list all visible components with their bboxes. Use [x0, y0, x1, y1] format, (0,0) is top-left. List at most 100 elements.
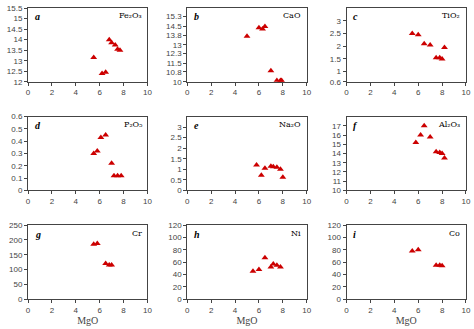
svg-text:0.1: 0.1 [11, 174, 23, 183]
svg-text:1.5: 1.5 [171, 155, 183, 164]
svg-text:10: 10 [173, 78, 182, 87]
svg-text:8: 8 [281, 197, 286, 206]
svg-text:20: 20 [173, 282, 182, 291]
svg-text:TiO₂: TiO₂ [442, 11, 460, 20]
svg-text:0: 0 [185, 197, 190, 206]
svg-text:60: 60 [173, 258, 182, 267]
svg-text:2: 2 [368, 88, 373, 97]
svg-text:15: 15 [332, 140, 341, 149]
svg-text:6: 6 [257, 306, 262, 315]
svg-text:120: 120 [328, 221, 342, 230]
svg-text:CaO: CaO [283, 11, 301, 20]
svg-text:0: 0 [336, 295, 341, 304]
svg-text:4: 4 [233, 197, 238, 206]
svg-text:0: 0 [344, 306, 349, 315]
svg-text:0: 0 [177, 186, 182, 195]
svg-text:40: 40 [173, 270, 182, 279]
svg-text:12.3: 12.3 [166, 49, 182, 58]
svg-text:10: 10 [302, 88, 311, 97]
svg-text:10: 10 [462, 197, 471, 206]
svg-text:h: h [194, 229, 200, 240]
svg-text:13.5: 13.5 [7, 46, 23, 55]
svg-text:4: 4 [392, 197, 397, 206]
svg-text:14.5: 14.5 [166, 22, 182, 31]
svg-text:Cr: Cr [132, 229, 142, 238]
svg-text:2: 2 [209, 88, 214, 97]
svg-text:2.5: 2.5 [330, 29, 342, 38]
svg-text:13: 13 [332, 159, 341, 168]
svg-text:0: 0 [18, 295, 23, 304]
svg-text:12.5: 12.5 [7, 67, 23, 76]
svg-text:0.2: 0.2 [11, 162, 23, 171]
svg-text:8: 8 [440, 306, 445, 315]
svg-text:c: c [353, 11, 358, 22]
svg-text:8: 8 [281, 306, 286, 315]
svg-text:f: f [353, 120, 358, 131]
svg-text:100: 100 [9, 265, 23, 274]
svg-text:6: 6 [257, 88, 262, 97]
svg-text:10: 10 [462, 88, 471, 97]
svg-text:2: 2 [50, 306, 55, 315]
svg-text:2: 2 [177, 144, 182, 153]
svg-text:2: 2 [50, 88, 55, 97]
svg-text:0.6: 0.6 [330, 78, 342, 87]
svg-text:4: 4 [233, 306, 238, 315]
svg-text:15: 15 [13, 14, 22, 23]
svg-text:80: 80 [173, 246, 182, 255]
svg-text:100: 100 [168, 233, 182, 242]
svg-text:2: 2 [209, 197, 214, 206]
svg-text:10: 10 [302, 197, 311, 206]
svg-text:0.4: 0.4 [11, 137, 23, 146]
svg-text:40: 40 [332, 270, 341, 279]
svg-text:10: 10 [302, 306, 311, 315]
svg-text:60: 60 [332, 258, 341, 267]
svg-text:1: 1 [336, 67, 341, 76]
svg-text:12: 12 [332, 168, 341, 177]
svg-text:0.6: 0.6 [11, 112, 23, 121]
svg-text:0: 0 [185, 306, 190, 315]
svg-text:Al₂O₃: Al₂O₃ [438, 120, 460, 129]
svg-text:8: 8 [121, 197, 126, 206]
svg-text:100: 100 [328, 233, 342, 242]
svg-text:4: 4 [74, 197, 79, 206]
svg-text:10: 10 [143, 197, 152, 206]
svg-text:6: 6 [257, 197, 262, 206]
svg-text:11.5: 11.5 [167, 59, 183, 68]
svg-text:2: 2 [368, 306, 373, 315]
svg-text:80: 80 [332, 246, 341, 255]
svg-text:Ni: Ni [291, 229, 301, 238]
svg-text:2: 2 [368, 197, 373, 206]
svg-text:14: 14 [13, 35, 22, 44]
svg-text:200: 200 [9, 236, 23, 245]
svg-text:10.8: 10.8 [166, 68, 182, 77]
svg-text:8: 8 [281, 88, 286, 97]
svg-text:2: 2 [209, 306, 214, 315]
svg-text:14.5: 14.5 [7, 25, 23, 34]
svg-text:15.3: 15.3 [166, 12, 182, 21]
svg-text:6: 6 [416, 306, 421, 315]
svg-text:15.5: 15.5 [7, 4, 23, 13]
svg-text:13: 13 [173, 41, 182, 50]
svg-text:10: 10 [462, 306, 471, 315]
svg-text:11: 11 [333, 177, 342, 186]
svg-text:0: 0 [344, 197, 349, 206]
svg-text:4: 4 [74, 306, 79, 315]
svg-text:i: i [353, 229, 356, 240]
svg-text:12: 12 [13, 78, 22, 87]
svg-text:16: 16 [332, 131, 341, 140]
svg-text:Co: Co [449, 229, 460, 238]
svg-text:8: 8 [440, 197, 445, 206]
svg-text:Na₂O: Na₂O [279, 120, 301, 129]
svg-text:6: 6 [416, 197, 421, 206]
svg-text:0: 0 [344, 88, 349, 97]
svg-text:2: 2 [336, 42, 341, 51]
svg-text:6: 6 [416, 88, 421, 97]
svg-text:6: 6 [97, 306, 102, 315]
svg-text:3: 3 [336, 17, 341, 26]
svg-text:10: 10 [143, 88, 152, 97]
svg-text:0: 0 [18, 186, 23, 195]
svg-text:1.5: 1.5 [330, 55, 342, 64]
svg-text:13.8: 13.8 [166, 31, 182, 40]
svg-text:0.5: 0.5 [11, 125, 23, 134]
svg-text:MgO: MgO [236, 315, 257, 326]
